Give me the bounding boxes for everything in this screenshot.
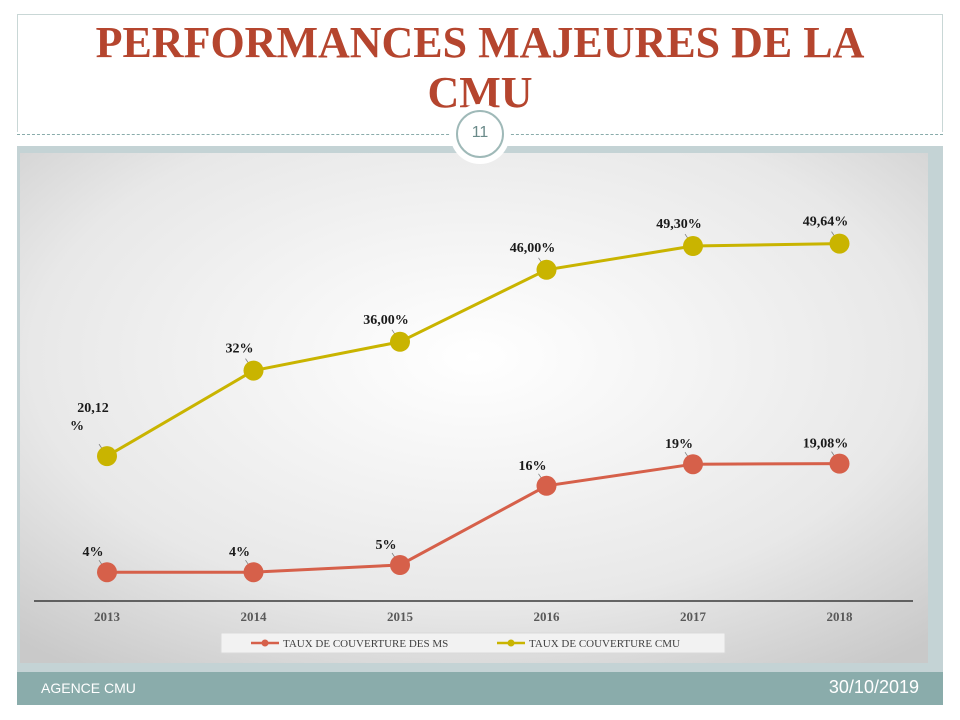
- footer-date: 30/10/2019: [828, 677, 919, 697]
- footer-bar: AGENCE CMU 30/10/2019: [17, 672, 943, 705]
- data-point: [829, 233, 850, 254]
- data-point: [97, 446, 117, 467]
- x-tick-label: 2016: [534, 609, 561, 624]
- data-label: 20,12: [77, 401, 109, 416]
- title-frame: [17, 14, 943, 132]
- data-label: 32%: [226, 342, 254, 357]
- x-tick-label: 2015: [387, 609, 414, 624]
- data-point: [390, 555, 410, 575]
- data-label: 19,08%: [803, 437, 849, 452]
- data-label: 46,00%: [510, 241, 556, 256]
- data-point: [536, 259, 557, 280]
- data-point: [97, 562, 117, 583]
- data-label: 36,00%: [363, 313, 409, 328]
- legend-box: [220, 632, 726, 654]
- data-label: 49,64%: [803, 215, 849, 230]
- x-tick-label: 2017: [680, 609, 707, 624]
- data-point: [390, 331, 410, 352]
- data-point: [536, 475, 557, 496]
- data-label: 19%: [665, 437, 693, 452]
- line-chart: 2013 2014 2015 2016 2017 2018 4% 4% 5% 16% 19% 19,0…: [20, 153, 928, 663]
- data-label: %: [70, 419, 84, 434]
- data-point: [683, 454, 703, 475]
- series-line: [107, 462, 840, 574]
- legend-swatch-marker: [507, 639, 515, 647]
- x-tick-label: 2013: [94, 609, 121, 624]
- page-title: PERFORMANCES MAJEURES DE LA CMU: [95, 18, 865, 117]
- x-tick-label: 2018: [827, 609, 854, 624]
- data-point: [829, 453, 850, 474]
- series-line: [106, 242, 840, 458]
- data-label: 5%: [376, 538, 397, 553]
- data-point: [243, 562, 264, 583]
- data-label: 4%: [229, 545, 250, 560]
- chart-container: 2013 2014 2015 2016 2017 2018 4% 4% 5% 16% 19% 19,0…: [20, 153, 928, 663]
- data-point: [243, 360, 264, 381]
- legend-swatch-marker: [261, 639, 269, 647]
- data-point: [683, 236, 703, 257]
- data-label: 49,30%: [656, 217, 702, 232]
- data-label: 16%: [519, 459, 547, 474]
- legend-label: TAUX DE COUVERTURE CMU: [529, 638, 680, 650]
- x-tick-label: 2014: [241, 609, 268, 624]
- legend-label: TAUX DE COUVERTURE DES MS: [283, 638, 448, 650]
- data-label: 4%: [83, 545, 104, 560]
- footer-organization: AGENCE CMU: [41, 680, 136, 696]
- page-number-badge: 11: [456, 110, 504, 158]
- chart-background: [20, 153, 928, 663]
